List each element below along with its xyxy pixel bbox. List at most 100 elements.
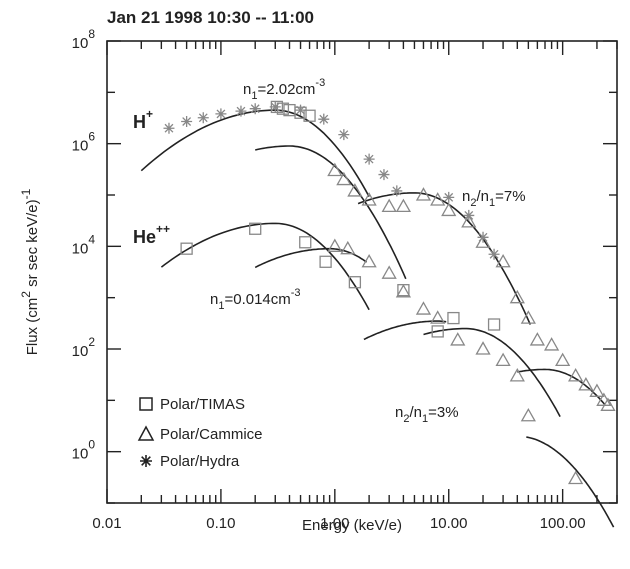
star-point xyxy=(318,113,330,125)
triangle-point xyxy=(589,383,605,397)
series-triangle xyxy=(327,162,616,485)
x-tick-label: 0.01 xyxy=(92,515,121,532)
square-point xyxy=(319,255,332,268)
star-point xyxy=(197,112,209,124)
triangle-point xyxy=(361,253,377,268)
square-point xyxy=(348,276,362,289)
triangle-point xyxy=(395,198,412,213)
triangle-point xyxy=(450,332,466,346)
triangle-point xyxy=(529,332,545,346)
triangle-point xyxy=(568,368,584,382)
fit-curve xyxy=(423,327,561,417)
series-star xyxy=(163,101,500,260)
triangle-point xyxy=(441,202,457,217)
legend-label: Polar/Cammice xyxy=(160,426,263,443)
star-point xyxy=(163,122,175,134)
triangle-point xyxy=(415,187,432,201)
plot-frame xyxy=(106,40,618,504)
legend-triangle-icon xyxy=(137,425,155,441)
star-point xyxy=(269,101,281,113)
square-point xyxy=(431,325,444,338)
fit-curve xyxy=(140,109,370,197)
star-point xyxy=(463,209,475,221)
fit-curve xyxy=(526,436,615,528)
triangle-point xyxy=(347,183,363,197)
square-point xyxy=(249,222,262,235)
triangle-point xyxy=(336,171,352,186)
y-tick-label: 104 xyxy=(72,232,96,257)
triangle-point xyxy=(520,310,536,324)
x-tick-label: 0.10 xyxy=(206,515,235,532)
species-label: H+ xyxy=(133,107,153,132)
star-point xyxy=(391,185,403,197)
star-point xyxy=(249,103,261,115)
triangle-point xyxy=(509,368,525,382)
y-axis-label: Flux (cm2 sr sec keV/e)-1 xyxy=(19,188,41,355)
square-point xyxy=(487,318,501,331)
triangle-point xyxy=(555,352,571,367)
legend-item: Polar/TIMAS xyxy=(139,396,245,413)
y-tick-label: 106 xyxy=(72,130,96,155)
y-tick-label: 108 xyxy=(72,27,96,52)
triangle-point xyxy=(600,397,616,411)
annotation: n2/n1=3% xyxy=(395,404,459,425)
triangle-point xyxy=(381,265,397,279)
chart-title: Jan 21 1998 10:30 -- 11:00 xyxy=(107,8,314,27)
triangle-point xyxy=(430,192,446,206)
annotation: n1=0.014cm-3 xyxy=(210,287,301,312)
legend-square-icon xyxy=(139,397,153,411)
annotation: n1=2.02cm-3 xyxy=(243,77,325,102)
triangle-point xyxy=(475,234,491,248)
x-tick-label: 100.00 xyxy=(540,515,586,532)
triangle-point xyxy=(543,337,560,351)
square-point xyxy=(303,109,316,122)
triangle-point xyxy=(568,470,584,485)
fit-curve xyxy=(254,247,368,269)
legend: Polar/TIMAS Polar/Cammice Polar/Hydra xyxy=(137,396,263,470)
y-tick-label: 100 xyxy=(72,438,96,463)
legend-label: Polar/Hydra xyxy=(160,453,240,470)
triangle-point xyxy=(495,352,511,367)
annotation: n2/n1=7% xyxy=(462,188,526,209)
triangle-point xyxy=(395,283,412,298)
star-point xyxy=(235,105,247,117)
legend-item: Polar/Hydra xyxy=(140,453,240,470)
x-tick-label: 1.00 xyxy=(320,515,349,532)
fit-curve xyxy=(160,222,370,311)
square-point xyxy=(180,242,193,255)
star-point xyxy=(338,129,350,141)
species-label: He++ xyxy=(133,222,170,247)
legend-label: Polar/TIMAS xyxy=(160,396,245,413)
legend-star-icon xyxy=(140,455,152,467)
triangle-point xyxy=(327,162,343,177)
triangle-point xyxy=(361,192,377,206)
star-point xyxy=(443,191,455,203)
fit-curve xyxy=(517,368,606,406)
star-point xyxy=(215,108,227,120)
triangle-point xyxy=(520,407,536,422)
star-point xyxy=(181,116,193,128)
triangle-point xyxy=(495,253,511,268)
legend-item: Polar/Cammice xyxy=(137,425,263,443)
star-point xyxy=(488,248,500,260)
triangle-point xyxy=(327,238,343,252)
triangle-point xyxy=(509,289,525,304)
triangle-point xyxy=(415,301,432,315)
triangle-point xyxy=(381,198,397,213)
fit-curve xyxy=(255,145,407,280)
star-point xyxy=(477,231,489,243)
star-point xyxy=(363,153,375,165)
triangle-point xyxy=(578,377,594,391)
x-axis-label: Energy (keV/e) xyxy=(302,517,402,534)
triangle-point xyxy=(475,341,491,355)
star-point xyxy=(295,104,307,116)
square-point xyxy=(299,236,312,249)
series-square xyxy=(180,100,501,338)
star-point xyxy=(378,169,390,181)
square-point xyxy=(447,311,460,325)
y-tick-label: 102 xyxy=(72,335,96,360)
x-tick-label: 10.00 xyxy=(430,515,468,532)
tick-marks xyxy=(106,40,618,504)
triangle-point xyxy=(340,240,356,255)
